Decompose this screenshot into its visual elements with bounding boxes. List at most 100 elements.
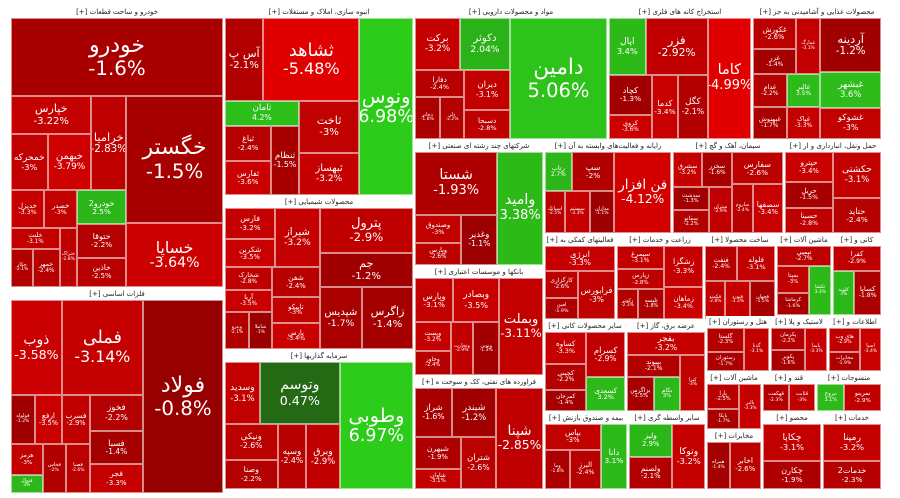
stock-tile[interactable]: غپاک -3.3% xyxy=(786,106,821,139)
stock-tile[interactable]: شخارک -2.8% xyxy=(225,267,273,290)
stock-tile[interactable]: غزر -1.4% xyxy=(753,49,797,75)
stock-tile[interactable]: وپارس -2.6% xyxy=(415,242,462,265)
stock-tile[interactable]: البرز -2.4% xyxy=(569,450,601,489)
sector-title[interactable]: رایانه و فعالیت‌های وابسته به آن [+] xyxy=(545,141,671,152)
stock-tile[interactable]: خودرو -1.6% xyxy=(11,18,223,96)
stock-tile[interactable]: شبندر -1.2% xyxy=(451,388,497,438)
sector-title[interactable]: فعالیتهای کمکی به [+] xyxy=(545,235,615,246)
stock-tile[interactable]: رمپنا -3.2% xyxy=(823,424,881,462)
stock-tile[interactable]: غکورش -2.6% xyxy=(753,18,797,50)
stock-tile[interactable]: شپنا -2.85% xyxy=(496,388,543,489)
stock-tile[interactable]: غمارگ -3.1% xyxy=(796,18,821,75)
stock-tile[interactable]: زکوثر -2.3% xyxy=(617,289,639,319)
stock-tile[interactable]: چکارن -1.9% xyxy=(763,461,821,489)
stock-tile[interactable]: بایکا -1.7% xyxy=(707,409,740,429)
sector-title[interactable]: شرکتهای چند رشته ای صنعتی [+] xyxy=(415,141,543,152)
stock-tile[interactable]: فسرب -2.9% xyxy=(62,395,90,444)
stock-tile[interactable]: نبروج 3.1% xyxy=(817,384,845,411)
stock-tile[interactable]: برکت -3.2% xyxy=(415,18,460,71)
stock-tile[interactable]: حکشتی -3.1% xyxy=(833,152,881,198)
stock-tile[interactable]: حسینا -2.8% xyxy=(785,207,833,233)
stock-tile[interactable]: ونوین -1.3% xyxy=(473,322,500,375)
stock-tile[interactable]: رستوران -1.7% xyxy=(707,351,745,371)
stock-tile[interactable]: ستران -2.9% xyxy=(709,187,732,233)
stock-tile[interactable]: ذوب -3.58% xyxy=(11,300,62,396)
stock-tile[interactable]: فولوله -1.2% xyxy=(11,395,35,444)
stock-tile[interactable]: زشگزا -3.3% xyxy=(664,246,703,287)
stock-tile[interactable]: خمهر -2.4% xyxy=(32,248,60,287)
stock-tile[interactable]: دامین 5.06% xyxy=(509,18,607,139)
stock-tile[interactable]: وتوسم 0.47% xyxy=(259,362,340,425)
stock-tile[interactable]: کلوند 3% xyxy=(833,270,855,315)
stock-tile[interactable]: وبصادر -3.5% xyxy=(453,278,500,323)
sector-title[interactable]: سیمان، آهک و گچ [+] xyxy=(673,141,783,152)
sector-title[interactable]: خودرو و ساخت قطعات [+] xyxy=(11,7,223,18)
sector-title[interactable]: بانکها و موسسات اعتباری [+] xyxy=(415,267,543,278)
stock-tile[interactable]: فجر -3.3% xyxy=(89,463,143,493)
stock-tile[interactable]: سدشت -1.3% xyxy=(673,187,710,211)
stock-tile[interactable]: غالبر 3.5% xyxy=(786,74,821,107)
stock-tile[interactable]: آردینه -1.2% xyxy=(820,18,881,72)
stock-tile[interactable]: وسپه -2.4% xyxy=(277,424,307,489)
stock-tile[interactable]: فسبا -1.4% xyxy=(89,431,143,464)
stock-tile[interactable]: خساپا -3.64% xyxy=(126,223,223,287)
stock-tile[interactable]: فنورد -3.3% xyxy=(725,281,750,319)
stock-tile[interactable]: بپاس -3% xyxy=(545,424,601,450)
sector-title[interactable]: استخراج کانه های فلزی [+] xyxy=(609,7,751,18)
stock-tile[interactable]: پکرمان -2.2% xyxy=(771,328,806,350)
stock-tile[interactable]: پارا -2.5% xyxy=(707,384,740,409)
stock-tile[interactable]: قهکمت -2.3% xyxy=(763,384,789,411)
stock-tile[interactable]: انرژی -3.3% xyxy=(545,246,615,272)
stock-tile[interactable]: حتاید -2.4% xyxy=(833,197,881,233)
stock-tile[interactable]: خلنت -3.1% xyxy=(11,227,60,249)
stock-tile[interactable]: خکار -2.1% xyxy=(11,248,33,287)
sector-title[interactable]: عرضه برق، گاز [+] xyxy=(627,321,705,332)
stock-tile[interactable]: سخزر -1.6% xyxy=(702,152,732,188)
stock-tile[interactable]: ولصنم -2.1% xyxy=(629,456,673,489)
sector-title[interactable]: ماشین آلات [+] xyxy=(777,235,831,246)
stock-tile[interactable]: کمرجان -1.4% xyxy=(545,389,587,411)
stock-tile[interactable]: سپ -2% xyxy=(571,152,615,191)
stock-tile[interactable]: فنوال 3% xyxy=(11,474,43,493)
stock-tile[interactable]: وپست -3.2% xyxy=(415,322,451,352)
sector-title[interactable]: سایر محصولات کانی [+] xyxy=(545,321,625,332)
stock-tile[interactable]: کارگزاری -2.6% xyxy=(545,271,579,298)
stock-tile[interactable]: دجابر -1.8% xyxy=(415,96,440,139)
stock-tile[interactable]: وپارس -3.1% xyxy=(415,278,454,323)
stock-tile[interactable]: وما -1.8% xyxy=(545,450,570,489)
sector-title[interactable]: زراعت و خدمات [+] xyxy=(617,235,703,246)
stock-tile[interactable]: غبشهر 3.6% xyxy=(820,71,881,108)
stock-tile[interactable]: تاپیکو -3% xyxy=(272,297,320,324)
stock-tile[interactable]: کسعدی 3.2% xyxy=(586,377,625,411)
stock-tile[interactable]: شاملا -1% xyxy=(248,311,273,349)
stock-tile[interactable]: تلیسه -1.8% xyxy=(638,289,665,319)
stock-tile[interactable]: ختوقا -2.2% xyxy=(77,224,127,258)
stock-tile[interactable]: وطوبی 6.97% xyxy=(339,362,413,489)
stock-tile[interactable]: سشرق -3.2% xyxy=(673,152,703,188)
stock-tile[interactable]: فملی -3.14% xyxy=(61,300,143,396)
stock-tile[interactable]: خرامیا -2.83% xyxy=(91,95,127,191)
stock-tile[interactable]: بالبر -3.3% xyxy=(739,384,761,429)
stock-tile[interactable]: تپمپی -2.7% xyxy=(777,246,831,266)
sector-title[interactable]: ماشین آلات [+] xyxy=(707,373,761,384)
stock-tile[interactable]: غبهنوش -1.7% xyxy=(753,106,787,139)
stock-tile[interactable]: امین -1.9% xyxy=(545,297,579,319)
stock-tile[interactable]: وسدید -3.1% xyxy=(225,362,260,425)
stock-tile[interactable]: ثفارس -3.6% xyxy=(225,160,272,195)
stock-tile[interactable]: فخاس -2% xyxy=(42,444,67,493)
stock-tile[interactable]: همراه -1.4% xyxy=(707,442,730,489)
stock-tile[interactable]: ثشاهد -5.48% xyxy=(263,18,360,101)
sector-title[interactable]: انبوه سازی، املاک و مستغلات [+] xyxy=(225,7,413,18)
stock-tile[interactable]: خمحرکه -3% xyxy=(11,134,48,191)
stock-tile[interactable]: سیستم -3.3% xyxy=(564,191,590,233)
stock-tile[interactable]: وغدیر -1.1% xyxy=(461,214,498,265)
stock-tile[interactable]: سیمرغ -3.1% xyxy=(617,246,665,270)
stock-tile[interactable]: اسیاتک -2.5% xyxy=(545,191,565,233)
stock-tile[interactable]: خبهمن -3.79% xyxy=(47,134,92,191)
stock-tile[interactable]: فزر -2.92% xyxy=(645,18,708,76)
stock-tile[interactable]: وصنا -2.2% xyxy=(225,459,278,489)
stock-tile[interactable]: زماهان -3.4% xyxy=(664,286,703,319)
stock-tile[interactable]: کرماشا -1.6% xyxy=(777,293,810,315)
sector-title[interactable]: لاستیک و پلا [+] xyxy=(771,317,827,328)
stock-tile[interactable]: گلستا -2.3% xyxy=(707,328,745,352)
